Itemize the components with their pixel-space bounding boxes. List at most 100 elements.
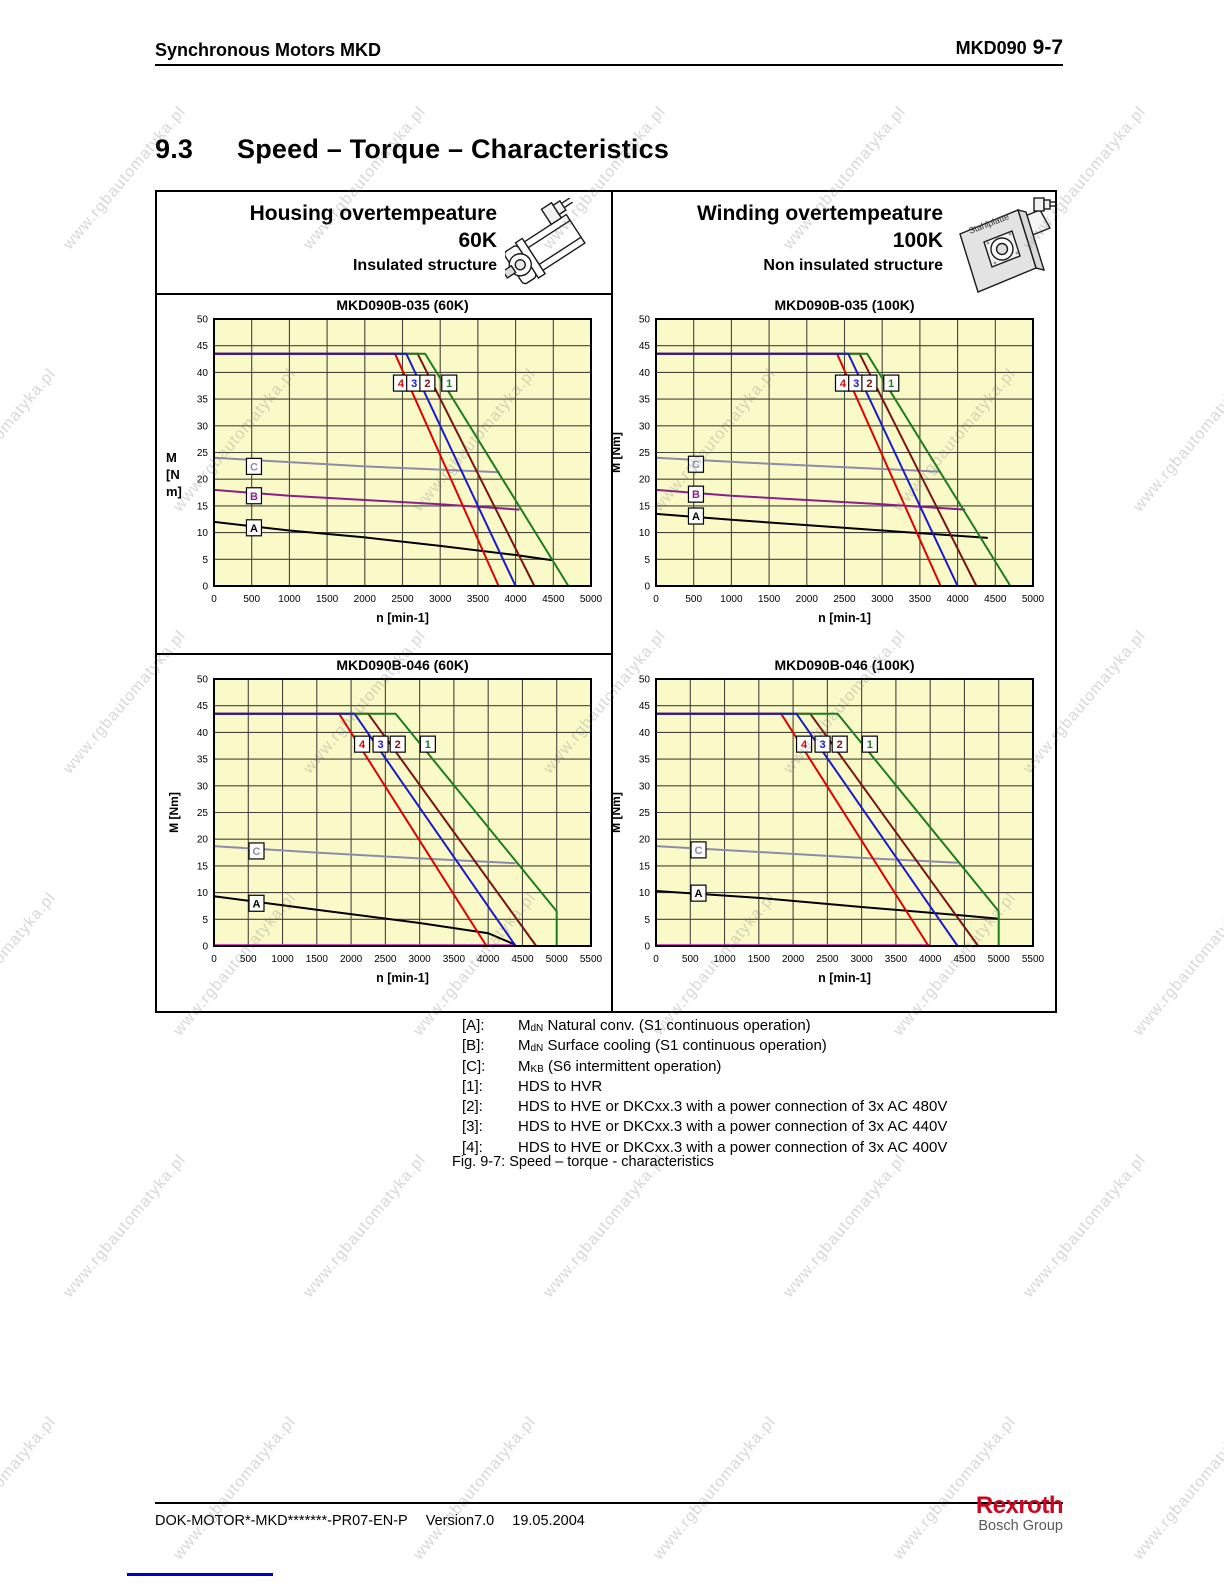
y-axis-label: [N bbox=[166, 467, 180, 482]
curve-label-A: A bbox=[687, 507, 705, 525]
x-tick: 4000 bbox=[946, 594, 969, 605]
svg-text:4: 4 bbox=[398, 378, 405, 390]
curve-label-A: A bbox=[248, 894, 265, 912]
figure-border bbox=[155, 190, 1057, 1013]
motor-steelplate-icon: Stahlplatte bbox=[959, 197, 1056, 293]
panel-left-line1: Housing overtempeature bbox=[249, 202, 497, 225]
x-tick: 2500 bbox=[816, 954, 839, 965]
y-tick: 5 bbox=[644, 915, 650, 926]
y-tick: 0 bbox=[202, 942, 208, 953]
legend-row-3: [3]: HDS to HVE or DKCxx.3 with a power c… bbox=[462, 1117, 947, 1137]
curve-label-1: 1 bbox=[419, 735, 436, 753]
figure-divider-left-bottom bbox=[155, 653, 613, 655]
curve-label-A: A bbox=[690, 884, 707, 902]
y-tick: 50 bbox=[639, 675, 651, 686]
legend-key: [2]: bbox=[462, 1098, 483, 1116]
chart-mkd090b-035-60k: MKD090B-035 (60K) C B A 4 3 2 1 0 500 1000 1500 200… bbox=[164, 296, 603, 628]
watermark-text: www.rgbautomatyka.pl bbox=[1130, 889, 1224, 1039]
y-tick: 40 bbox=[639, 728, 651, 739]
y-tick: 25 bbox=[197, 808, 209, 819]
x-tick: 2000 bbox=[354, 594, 377, 605]
x-tick: 3500 bbox=[467, 594, 490, 605]
x-tick: 4500 bbox=[511, 954, 534, 965]
header-rule bbox=[155, 64, 1063, 66]
svg-text:2: 2 bbox=[424, 378, 430, 390]
y-tick: 10 bbox=[639, 528, 651, 539]
legend-key: [3]: bbox=[462, 1118, 483, 1136]
figure-divider-left-top bbox=[155, 293, 613, 295]
y-tick: 45 bbox=[197, 341, 209, 352]
y-tick: 10 bbox=[639, 888, 651, 899]
x-tick: 4000 bbox=[477, 954, 500, 965]
section-number: 9.3 bbox=[155, 134, 194, 164]
y-axis-label: m] bbox=[166, 484, 182, 499]
legend-key: [1]: bbox=[462, 1077, 483, 1095]
chart-plot: CA4 3 2 10 500 1000 1500 2000 2500 3000 3500 4000 45… bbox=[609, 675, 1045, 986]
y-tick: 15 bbox=[197, 501, 209, 512]
x-tick: 3500 bbox=[443, 954, 466, 965]
chart-canvas: C A 4 3 2 1 0 500 1000 1500 2000 2500 3000 3500 4000 45… bbox=[606, 674, 1045, 988]
x-tick: 4500 bbox=[984, 594, 1007, 605]
series-C bbox=[655, 845, 958, 864]
svg-text:3: 3 bbox=[378, 739, 384, 751]
watermark-text: www.rgbautomatyka.pl bbox=[890, 1413, 1020, 1563]
x-tick: 2000 bbox=[796, 594, 819, 605]
chart-mkd090b-046-60k: MKD090B-046 (60K) C A 4 3 2 1 0 500 1000 1500 2000… bbox=[164, 656, 603, 988]
x-axis-label: n [min-1] bbox=[818, 611, 871, 625]
legend-key: [C]: bbox=[462, 1057, 486, 1075]
panel-left-line2: 60K bbox=[458, 229, 497, 252]
y-axis-label: M [Nm] bbox=[167, 792, 181, 833]
x-tick: 3000 bbox=[871, 594, 894, 605]
y-tick: 5 bbox=[202, 555, 208, 566]
y-tick: 50 bbox=[197, 675, 209, 686]
footer-link-underline bbox=[127, 1573, 273, 1576]
watermark-text: www.rgbautomatyka.pl bbox=[300, 1151, 430, 1301]
x-tick: 1000 bbox=[713, 954, 736, 965]
legend-key: [A]: bbox=[462, 1017, 485, 1034]
svg-text:C: C bbox=[692, 459, 700, 471]
svg-text:3: 3 bbox=[411, 378, 417, 390]
header-chapter-title: Synchronous Motors MKD bbox=[155, 40, 382, 60]
x-tick: 5000 bbox=[1022, 594, 1045, 605]
x-tick: 2500 bbox=[374, 954, 397, 965]
panel-left-header: Housing overtempeature 60K Insulated str… bbox=[172, 200, 497, 278]
svg-text:C: C bbox=[695, 845, 703, 857]
legend-text: HDS to HVE or DKCxx.3 with a power conne… bbox=[518, 1138, 948, 1156]
curve-label-1: 1 bbox=[441, 374, 458, 392]
svg-text:4: 4 bbox=[359, 739, 366, 751]
legend-row-4: [4]: HDS to HVE or DKCxx.3 with a power c… bbox=[462, 1138, 947, 1158]
chart-title: MKD090B-046 (100K) bbox=[774, 657, 915, 673]
svg-text:C: C bbox=[253, 846, 261, 858]
watermark-text: www.rgbautomatyka.pl bbox=[0, 889, 60, 1039]
svg-text:2: 2 bbox=[837, 739, 843, 751]
figure-caption: Fig. 9-7: Speed – torque - characteristi… bbox=[452, 1154, 714, 1170]
x-tick: 0 bbox=[211, 594, 217, 605]
curve-label-2: 2 bbox=[419, 374, 436, 392]
svg-text:A: A bbox=[695, 888, 703, 900]
panel-right-line2: 100K bbox=[892, 229, 943, 252]
curve-label-A: A bbox=[245, 519, 263, 537]
header-right: MKD090 9-7 bbox=[800, 36, 1063, 60]
y-tick: 40 bbox=[639, 368, 651, 379]
legend-text: HDS to HVE or DKCxx.3 with a power conne… bbox=[518, 1118, 948, 1136]
panel-right-line3: Non insulated structure bbox=[763, 257, 943, 274]
x-tick: 3000 bbox=[409, 954, 432, 965]
legend-text: HDS to HVR bbox=[518, 1077, 603, 1095]
y-tick: 35 bbox=[639, 755, 651, 766]
y-tick: 5 bbox=[644, 555, 650, 566]
legend-key: [B]: bbox=[462, 1037, 485, 1055]
x-tick: 500 bbox=[685, 594, 702, 605]
y-tick: 30 bbox=[639, 421, 651, 432]
legend-symbol: M bbox=[518, 1017, 531, 1034]
header-page-number: 9-7 bbox=[1032, 36, 1063, 59]
y-tick: 20 bbox=[197, 835, 209, 846]
y-tick: 45 bbox=[639, 341, 651, 352]
svg-text:A: A bbox=[250, 523, 258, 535]
watermark-text: www.rgbautomatyka.pl bbox=[60, 1151, 190, 1301]
y-tick: 40 bbox=[197, 728, 209, 739]
x-tick: 0 bbox=[653, 594, 659, 605]
watermark-text: www.rgbautomatyka.pl bbox=[1130, 365, 1224, 515]
x-tick: 4000 bbox=[504, 594, 527, 605]
